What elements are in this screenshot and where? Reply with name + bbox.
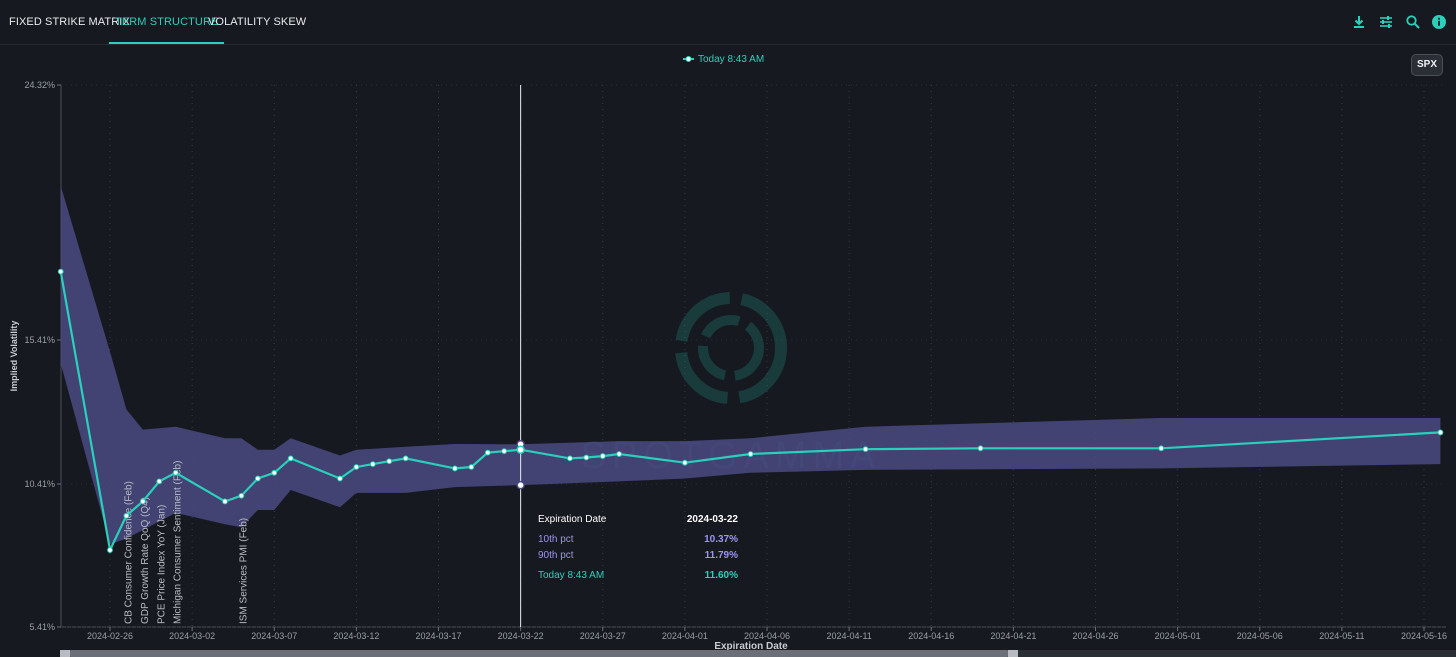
scrollbar-left-handle[interactable] bbox=[60, 650, 70, 657]
term-structure-chart[interactable]: 24.32% 15.41% 10.41% 5.41% 2024-02-26 2024-03… bbox=[0, 44, 1456, 657]
search-icon[interactable] bbox=[1405, 14, 1421, 30]
x-tick-label: 2024-03-22 bbox=[498, 631, 544, 641]
y-tick-label: 24.32% bbox=[24, 80, 55, 90]
data-point bbox=[1437, 429, 1444, 436]
data-point bbox=[271, 469, 278, 476]
x-tick-label: 2024-03-07 bbox=[251, 631, 297, 641]
data-point bbox=[484, 449, 491, 456]
x-tick-label: 2024-04-11 bbox=[826, 631, 871, 641]
data-point bbox=[468, 464, 475, 470]
chart-legend: Today 8:43 AM bbox=[683, 54, 764, 65]
scrollbar-right-handle[interactable] bbox=[1008, 650, 1018, 657]
tooltip-p90-value: 11.79% bbox=[704, 550, 738, 561]
x-axis-title: Expiration Date bbox=[714, 641, 788, 652]
x-tick-label: 2024-04-16 bbox=[908, 631, 954, 641]
data-point bbox=[139, 498, 146, 505]
data-point bbox=[452, 465, 458, 472]
data-point bbox=[747, 451, 754, 457]
data-point bbox=[254, 475, 261, 482]
tooltip-p10-label: 10th pct bbox=[538, 534, 574, 545]
data-point bbox=[287, 455, 294, 462]
data-point bbox=[369, 461, 376, 468]
data-point bbox=[156, 478, 163, 485]
hover-marker-series bbox=[516, 445, 525, 454]
y-tick-label: 10.41% bbox=[24, 479, 55, 489]
tooltip-header-label: Expiration Date bbox=[538, 514, 607, 525]
download-icon[interactable] bbox=[1351, 14, 1367, 30]
data-point bbox=[567, 455, 573, 462]
data-point bbox=[386, 458, 393, 465]
data-point bbox=[977, 445, 984, 452]
x-tick-label: 2024-03-02 bbox=[169, 631, 215, 641]
info-icon[interactable] bbox=[1431, 14, 1447, 30]
data-point bbox=[353, 464, 360, 470]
chart-scrollbar[interactable] bbox=[60, 650, 1456, 657]
scrollbar-thumb[interactable] bbox=[60, 650, 1018, 657]
data-point bbox=[107, 547, 113, 553]
tab-term-structure[interactable]: TERM STRUCTURE bbox=[109, 0, 225, 44]
data-point bbox=[123, 512, 130, 519]
data-point bbox=[172, 469, 179, 476]
data-point bbox=[222, 498, 228, 505]
tooltip-series-label: Today 8:43 AM bbox=[538, 570, 605, 581]
x-tick-label: 2024-05-06 bbox=[1237, 631, 1283, 641]
data-point bbox=[501, 448, 508, 455]
data-point bbox=[57, 268, 64, 275]
x-tick-label: 2024-05-11 bbox=[1319, 631, 1364, 641]
y-axis-title: Implied Volatility bbox=[9, 321, 19, 392]
tab-fixed-strike-matrix[interactable]: FIXED STRIKE MATRIX bbox=[9, 16, 130, 28]
x-tick-label: 2024-04-21 bbox=[990, 631, 1036, 641]
hover-marker-p10 bbox=[516, 480, 525, 490]
y-tick-label: 15.41% bbox=[24, 335, 55, 345]
data-point bbox=[1158, 445, 1165, 452]
event-annotation-label: Michigan Consumer Sentiment (Feb) bbox=[173, 461, 184, 624]
data-point bbox=[616, 451, 623, 457]
tooltip-series-value: 11.60% bbox=[704, 570, 738, 581]
legend-label: Today 8:43 AM bbox=[698, 54, 764, 65]
event-annotation-label: PCE Price Index YoY (Jan) bbox=[156, 505, 167, 624]
ticker-button[interactable]: SPX bbox=[1411, 54, 1443, 76]
data-point bbox=[402, 455, 409, 462]
y-tick-label: 5.41% bbox=[29, 622, 55, 632]
tab-volatility-skew[interactable]: VOLATILITY SKEW bbox=[208, 16, 307, 28]
x-tick-label: 2024-04-01 bbox=[662, 631, 708, 641]
x-tick-label: 2024-03-12 bbox=[333, 631, 379, 641]
x-tick-label: 2024-05-01 bbox=[1155, 631, 1201, 641]
x-tick-label: 2024-05-16 bbox=[1401, 631, 1447, 641]
data-point bbox=[599, 453, 606, 459]
x-tick-label: 2024-03-27 bbox=[580, 631, 626, 641]
data-point bbox=[862, 446, 869, 453]
tooltip-p10-value: 10.37% bbox=[704, 534, 738, 545]
event-annotation-label: GDP Growth Rate QoQ (Q4) bbox=[140, 497, 151, 624]
tooltip-header-value: 2024-03-22 bbox=[686, 514, 738, 525]
x-tick-label: 2024-03-17 bbox=[415, 631, 461, 641]
data-point bbox=[583, 454, 590, 461]
percentile-band bbox=[60, 185, 1441, 545]
top-toolbar: FIXED STRIKE MATRIX TERM STRUCTURE VOLAT… bbox=[0, 0, 1456, 45]
event-annotation-label: ISM Services PMI (Feb) bbox=[238, 518, 249, 624]
event-annotation-label: CB Consumer Confidence (Feb) bbox=[123, 481, 134, 624]
sliders-icon[interactable] bbox=[1378, 14, 1394, 30]
watermark-logo bbox=[675, 292, 787, 404]
data-point bbox=[337, 475, 343, 482]
x-tick-label: 2024-04-06 bbox=[744, 631, 790, 641]
x-tick-label: 2024-04-26 bbox=[1072, 631, 1118, 641]
tooltip-p90-label: 90th pct bbox=[538, 550, 574, 561]
data-point bbox=[238, 492, 245, 499]
hover-tooltip: Expiration Date 2024-03-22 10th pct 10.3… bbox=[538, 512, 738, 584]
x-tick-label: 2024-02-26 bbox=[87, 631, 133, 641]
data-point bbox=[681, 459, 688, 466]
